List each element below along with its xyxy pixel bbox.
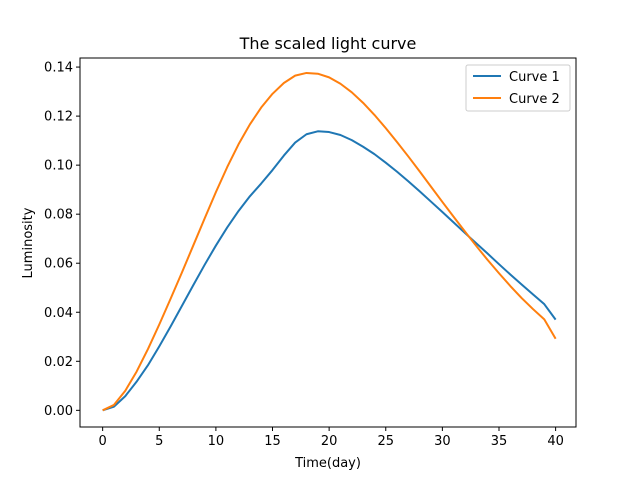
y-tick-label: 0.10 xyxy=(44,159,73,174)
x-tick-label: 5 xyxy=(155,434,163,449)
plot-area xyxy=(102,71,557,412)
x-tick-label: 30 xyxy=(434,434,451,449)
y-tick-label: 0.14 xyxy=(44,61,73,76)
series-line-curve-2 xyxy=(102,71,557,412)
x-axis-label: Time(day) xyxy=(294,456,361,471)
y-tick-label: 0.06 xyxy=(44,257,73,272)
y-tick-label: 0.08 xyxy=(44,208,73,223)
y-tick-label: 0.04 xyxy=(44,306,73,321)
series-line-curve-1 xyxy=(102,130,557,412)
x-tick-label: 0 xyxy=(99,434,107,449)
legend-label-curve-1: Curve 1 xyxy=(509,70,560,85)
x-tick-label: 15 xyxy=(264,434,281,449)
y-tick-label: 0.00 xyxy=(44,404,73,419)
legend-label-curve-2: Curve 2 xyxy=(509,92,560,107)
y-axis: 0.00 0.02 0.04 0.06 0.08 0.10 0.12 0.14 xyxy=(44,61,80,419)
x-tick-label: 35 xyxy=(491,434,508,449)
y-tick-label: 0.02 xyxy=(44,355,73,370)
x-axis: 0 5 10 15 20 25 30 35 40 xyxy=(99,427,564,449)
x-tick-label: 25 xyxy=(377,434,394,449)
y-tick-label: 0.12 xyxy=(44,110,73,125)
legend: Curve 1 Curve 2 xyxy=(465,64,571,112)
chart-title: The scaled light curve xyxy=(239,34,417,53)
x-tick-label: 40 xyxy=(547,434,564,449)
plot-frame xyxy=(79,57,577,428)
y-axis-label: Luminosity xyxy=(21,207,36,278)
x-tick-label: 20 xyxy=(321,434,338,449)
x-tick-label: 10 xyxy=(208,434,225,449)
